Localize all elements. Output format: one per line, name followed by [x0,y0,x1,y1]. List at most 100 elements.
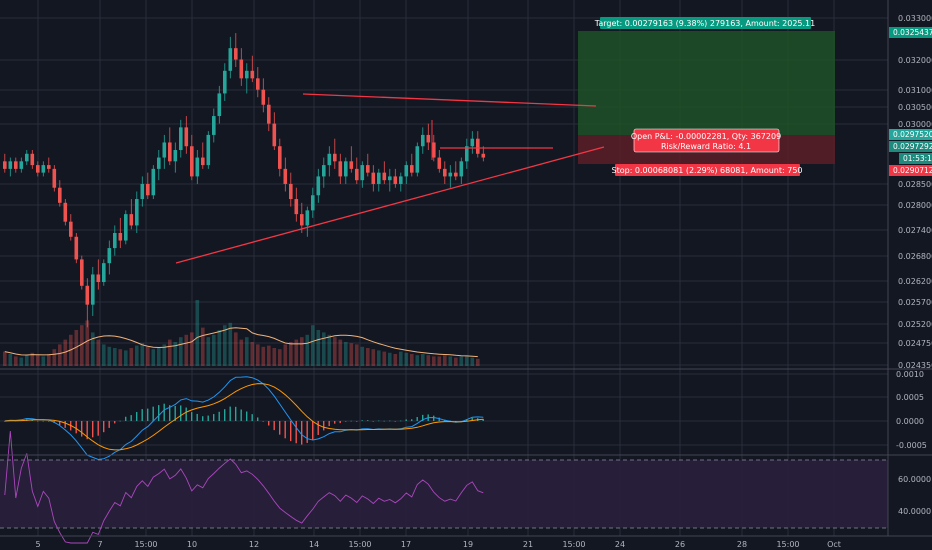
candle-body [25,153,29,162]
volume-bar [58,344,62,366]
volume-bar [432,356,436,366]
volume-bar [256,344,260,366]
price-tick: 0.02850000 [898,180,932,189]
volume-bar [239,339,244,366]
time-tick: 15:00 [134,540,157,549]
volume-bar [91,332,95,366]
time-tick: 7 [97,540,102,549]
price-tag-stop: 0.02907127 [889,165,932,176]
volume-bar [360,346,365,366]
price-tick: 0.02520000 [898,320,932,329]
svg-text:0.02975208: 0.02975208 [893,130,932,139]
candle-body [107,248,112,264]
macd-histogram-bar [301,421,303,445]
svg-text:0.02907127: 0.02907127 [893,166,932,175]
volume-bar [217,330,222,366]
candle-body [179,127,183,151]
macd-histogram-bar [422,414,424,421]
candle-body [118,232,123,241]
macd-histogram-bar [141,409,143,421]
candle-body [146,183,150,196]
volume-bar [415,355,420,366]
time-tick: 14 [309,540,319,549]
volume-bar [426,355,431,366]
volume-bar [8,354,13,366]
candle-body [338,161,343,177]
price-tick: 0.02435000 [898,361,932,370]
candle-body [217,93,222,117]
volume-bar [278,349,282,366]
time-tick: 15:00 [348,540,371,549]
candle-body [476,138,480,154]
time-tick: 5 [35,540,40,549]
candle-body [470,138,475,147]
candle-body [322,165,326,177]
volume-bar [19,357,24,366]
rsi-line [4,430,484,544]
volume-bar [25,355,29,366]
price-tick: 0.03100000 [898,86,932,95]
volume-bar [223,325,227,366]
candle-body [261,89,266,105]
candle-body [19,161,24,169]
volume-bar [195,300,200,366]
candle-body [437,157,442,169]
rsi-pane [0,430,888,544]
macd-tick: 0.0005 [896,393,924,402]
candle-body [250,70,255,79]
candle-body [85,285,90,305]
candle-body [8,161,13,169]
candle-body [151,168,156,196]
candle-body [311,195,315,211]
volume-bar [107,346,112,366]
macd-histogram-bar [86,421,88,440]
candle-body [333,153,337,162]
candle-body [157,157,161,169]
macd-histogram-bar [229,406,231,421]
candle-body [52,168,57,188]
candle-body [36,165,40,173]
price-axis[interactable]: 0.03300000 0.03200000 0.03100000 0.03050… [898,14,932,370]
candle-body [448,172,453,177]
price-tick: 0.02800000 [898,201,932,210]
candle-body [129,214,134,226]
lower-trendline[interactable] [175,146,605,264]
macd-histogram-bar [295,421,297,444]
macd-histogram-bar [433,415,435,421]
candle-body [366,165,370,173]
macd-histogram-bar [169,405,171,421]
candlestick-series [3,33,486,328]
candle-body [371,172,376,184]
candle-body [316,176,321,196]
volume-bar [140,343,145,366]
time-axis[interactable]: 5 7 15:00 10 12 14 15:00 17 19 21 15:00 24 26 28 15:00… [35,540,840,549]
pnl-label-box: Open P&L: -0.00002281, Qty: 367209 Risk/… [631,128,781,153]
macd-histogram-bar [48,421,50,422]
price-tick: 0.02570000 [898,298,932,307]
candle-body [41,165,46,173]
macd-histogram-bar [323,421,325,431]
candle-body [294,199,299,215]
price-tick: 0.02740000 [898,226,932,235]
volume-bar [63,339,68,366]
rsi-tick: 40.0000 [898,507,931,516]
rsi-axis: 60.0000 40.0000 [898,475,931,516]
time-tick: 21 [523,540,533,549]
time-tick: 17 [401,540,411,549]
upper-trendline[interactable] [302,93,597,107]
rsi-band [0,460,888,528]
volume-bar [382,351,387,366]
candle-body [168,142,172,162]
volume-bar [272,348,277,366]
candle-body [454,172,458,177]
volume-bar [36,355,40,366]
risk-reward-label: Risk/Reward Ratio: 4.1 [661,142,751,151]
volume-bar [206,337,211,366]
macd-histogram-bar [405,419,407,421]
volume-bar [437,356,442,366]
candle-body [173,150,178,162]
candle-body [267,104,271,124]
candle-body [283,168,288,184]
trend-lines[interactable] [175,93,605,264]
